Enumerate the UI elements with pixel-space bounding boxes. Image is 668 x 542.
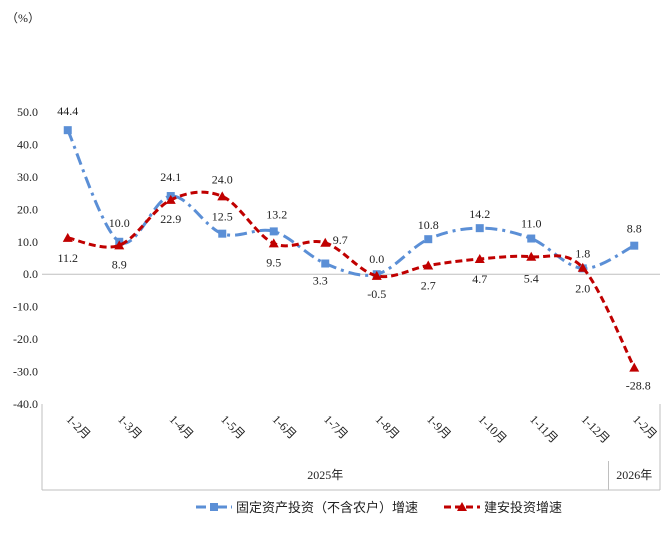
series-2-point [268, 238, 279, 248]
y-tick-label: 20.0 [17, 202, 38, 216]
series-2-data-label: 8.9 [112, 257, 127, 271]
series-1-data-label: 11.0 [521, 217, 542, 231]
legend-series-2-label: 建安投资增速 [484, 500, 562, 516]
series-1-data-label: 0.0 [369, 252, 384, 266]
y-tick-label: -30.0 [13, 365, 38, 379]
y-tick-label: 10.0 [17, 235, 38, 249]
series-2-point [577, 262, 588, 272]
series-2-data-label: 4.7 [472, 272, 487, 286]
y-tick-label: 50.0 [17, 105, 38, 119]
series-2-data-label: 5.4 [524, 272, 539, 286]
series-1-point [218, 229, 227, 238]
x-tick-label: 1-9月 [424, 412, 454, 442]
series-1-data-label: 12.5 [212, 210, 233, 224]
series-1-data-label: 1.8 [575, 246, 590, 260]
series-2-data-label: 2.7 [421, 278, 436, 292]
y-tick-label: 30.0 [17, 170, 38, 184]
x-tick-label: 1-11月 [527, 412, 561, 446]
x-tick-label: 1-4月 [167, 412, 197, 442]
series-line-2 [67, 190, 636, 369]
series-1-data-label: 10.0 [109, 216, 130, 230]
y-tick-label: 40.0 [17, 137, 38, 151]
x-tick-label: 1-12月 [579, 412, 613, 446]
group-label: 2026年 [616, 468, 652, 482]
legend-series-1-marker [210, 503, 218, 511]
series-1-data-label: 24.1 [160, 170, 181, 184]
series-2-data-label: 9.5 [266, 255, 281, 269]
x-tick-label: 1-10月 [476, 412, 510, 446]
series-1-point [475, 224, 484, 233]
series-2-data-label: 2.0 [575, 282, 590, 296]
series-1-data-label: 3.3 [313, 274, 328, 288]
series-2-point [526, 251, 537, 261]
series-2-data-label: 9.7 [333, 233, 348, 247]
group-label: 2025年 [307, 468, 343, 482]
series-2-point [217, 191, 228, 201]
series-1-point [63, 126, 72, 135]
series-2-point [474, 253, 485, 263]
series-2-data-label: -0.5 [367, 287, 386, 301]
x-tick-label: 1-6月 [270, 412, 300, 442]
series-line-1 [66, 129, 635, 277]
series-2-data-label: 24.0 [212, 172, 233, 186]
series-2-data-label: -28.8 [626, 379, 651, 393]
series-2-point [62, 232, 73, 242]
series-1-point [269, 227, 278, 236]
series-1-data-label: 14.2 [469, 207, 490, 221]
y-tick-label: -10.0 [13, 300, 38, 314]
legend-series-2-marker [457, 502, 467, 511]
series-2-point [165, 194, 176, 204]
x-tick-label: 1-2月 [630, 412, 660, 442]
x-tick-label: 1-3月 [115, 412, 145, 442]
series-2-point [629, 362, 640, 372]
x-tick-label: 1-2月 [64, 412, 94, 442]
series-2-point [114, 240, 125, 250]
series-1-point [424, 235, 433, 244]
series-2-point [371, 270, 382, 280]
series-1-data-label: 8.8 [627, 222, 642, 236]
series-1-data-label: 44.4 [57, 104, 78, 118]
series-1-point [527, 234, 536, 243]
series-1-data-label: 10.8 [418, 218, 439, 232]
y-tick-label: -20.0 [13, 332, 38, 346]
x-tick-label: 1-7月 [321, 412, 351, 442]
y-unit-label: （%） [6, 11, 40, 25]
series-1-point [321, 259, 330, 268]
series-1-point [630, 241, 639, 250]
series-2-data-label: 22.9 [160, 212, 181, 226]
series-1-data-label: 13.2 [266, 207, 287, 221]
y-tick-label: 0.0 [23, 267, 38, 281]
series-2-point [320, 237, 331, 247]
series-2-data-label: 11.2 [57, 251, 78, 265]
legend-series-1-label: 固定资产投资（不含农户）增速 [236, 500, 418, 516]
y-tick-label: -40.0 [13, 397, 38, 411]
x-tick-label: 1-8月 [373, 412, 403, 442]
x-tick-label: 1-5月 [218, 412, 248, 442]
series-2-point [423, 260, 434, 270]
